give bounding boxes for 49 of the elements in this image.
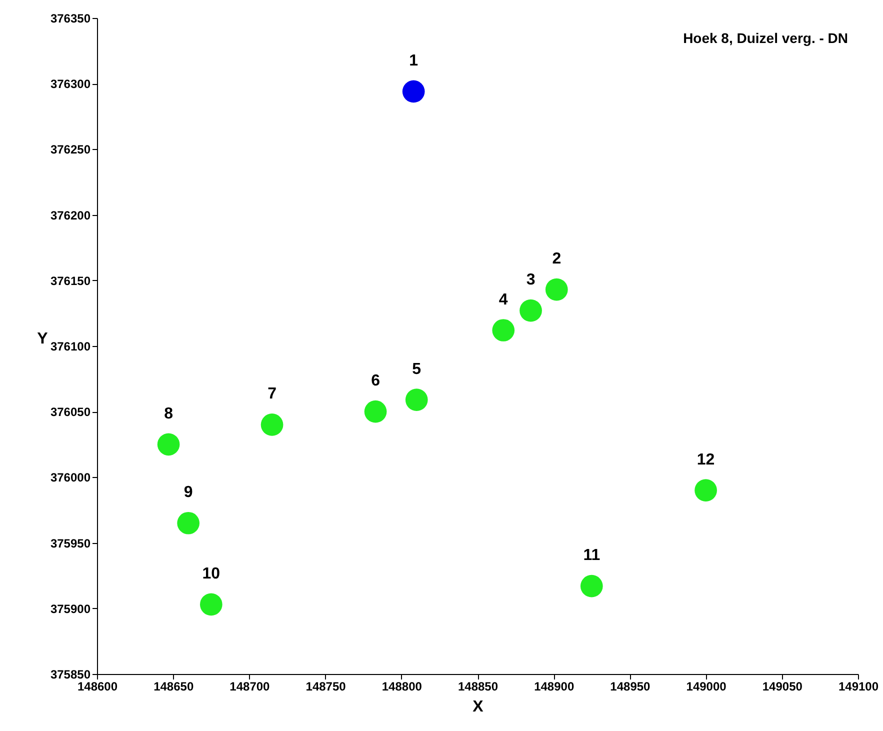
point <box>405 388 428 411</box>
x-tick-label: 148650 <box>154 680 194 694</box>
annotation: 8 <box>164 405 174 422</box>
y-tick-label: 376250 <box>50 142 91 157</box>
annotation: 10 <box>202 565 220 582</box>
point <box>177 512 200 534</box>
point <box>260 414 284 436</box>
annotation: 11 <box>583 547 600 564</box>
x-tick-label: 148600 <box>77 680 118 694</box>
x-tick-label: 148850 <box>458 680 498 694</box>
x-tick-label: 149050 <box>762 680 803 694</box>
y-axis-title: Y <box>37 330 48 348</box>
x-axis-title: X <box>472 698 484 716</box>
x-tick-label: 149100 <box>838 680 879 694</box>
annotation: 1 <box>409 52 418 70</box>
x-tick-label: 148900 <box>534 680 574 694</box>
point <box>402 80 425 103</box>
y-tick-label: 376350 <box>50 12 91 26</box>
annotation: 2 <box>552 250 562 268</box>
point <box>694 479 717 502</box>
y-tick-label: 376150 <box>50 274 91 288</box>
annotation: 3 <box>526 272 536 289</box>
point <box>492 319 515 342</box>
x-tick-label: 148800 <box>382 680 422 694</box>
x-tick-label: 148950 <box>610 680 651 694</box>
annotation: 6 <box>371 372 380 390</box>
text: Hoek 8, Duizel verg. - DN <box>683 30 848 46</box>
point <box>520 299 542 322</box>
annotation: 5 <box>412 360 422 378</box>
x-tick-label: 148700 <box>230 680 270 694</box>
y-tick-label: 376300 <box>50 77 91 92</box>
point <box>580 574 603 598</box>
y-tick-label: 376100 <box>50 340 91 354</box>
y-tick-label: 376050 <box>50 405 91 420</box>
y-tick-label: 375950 <box>50 536 91 550</box>
point <box>200 593 222 616</box>
point <box>157 433 180 456</box>
point <box>364 400 387 423</box>
point <box>545 278 568 301</box>
y-tick-label: 376000 <box>50 470 91 485</box>
annotation: 7 <box>268 386 277 403</box>
x-tick-label: 148750 <box>306 680 346 694</box>
y-tick-label: 376200 <box>50 208 91 222</box>
annotation: 9 <box>184 484 193 502</box>
y-tick-label: 375900 <box>50 602 91 616</box>
y-tick-label: 375850 <box>50 668 91 682</box>
annotation: 4 <box>498 291 508 308</box>
annotation: 12 <box>696 451 715 468</box>
x-tick-label: 149000 <box>686 680 727 694</box>
